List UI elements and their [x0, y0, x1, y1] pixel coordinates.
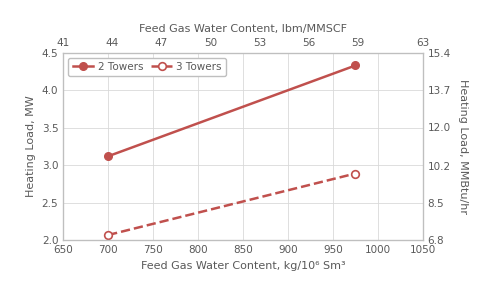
Legend: 2 Towers, 3 Towers: 2 Towers, 3 Towers: [69, 58, 226, 76]
Line: 3 Towers: 3 Towers: [104, 170, 359, 239]
X-axis label: Feed Gas Water Content, lbm/MMSCF: Feed Gas Water Content, lbm/MMSCF: [139, 24, 347, 34]
3 Towers: [352, 172, 358, 175]
Y-axis label: Heating Load, MMBtu/hr: Heating Load, MMBtu/hr: [458, 79, 468, 214]
2 Towers: [105, 154, 111, 158]
Line: 2 Towers: 2 Towers: [104, 62, 359, 160]
2 Towers: [352, 64, 358, 67]
Y-axis label: Heating Load, MW: Heating Load, MW: [26, 96, 36, 197]
3 Towers: [105, 233, 111, 237]
X-axis label: Feed Gas Water Content, kg/10⁶ Sm³: Feed Gas Water Content, kg/10⁶ Sm³: [140, 261, 346, 271]
